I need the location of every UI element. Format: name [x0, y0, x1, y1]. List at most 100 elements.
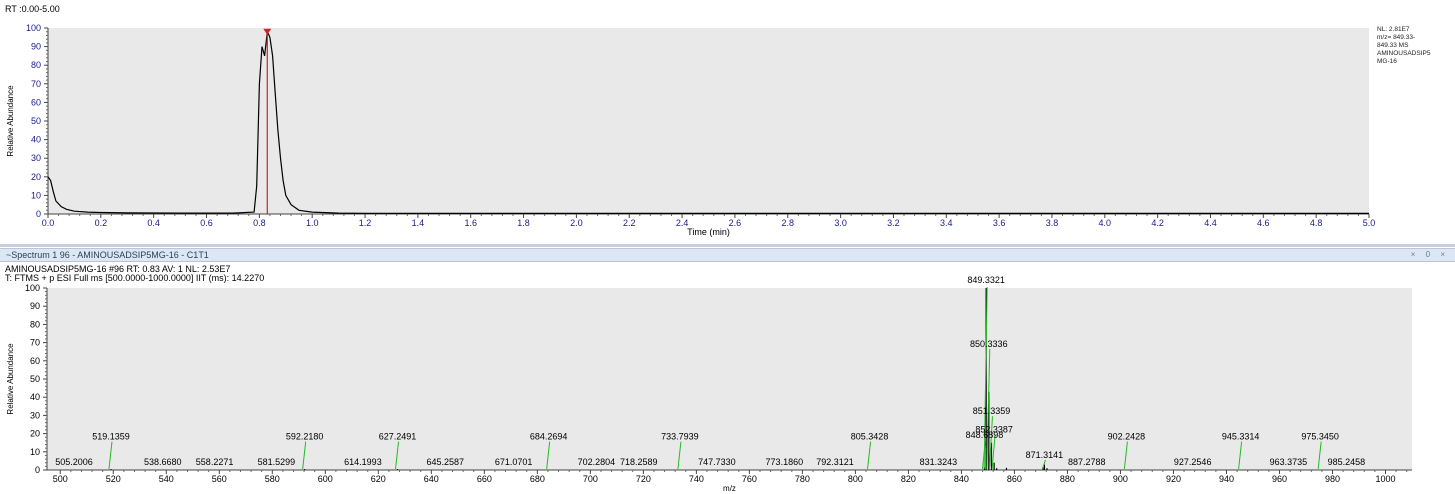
- peak-label: 963.3735: [1270, 457, 1308, 467]
- x-tick-label: 3.2: [887, 218, 900, 228]
- peak-label: 871.3141: [1026, 450, 1064, 460]
- x-tick-label: 520: [106, 474, 121, 484]
- y-tick-label: 20: [31, 172, 41, 182]
- x-tick-label: 580: [265, 474, 280, 484]
- peak-label: 519.1359: [92, 432, 130, 442]
- y-tick-label: 0: [36, 209, 41, 219]
- info-line: MG-16: [1377, 58, 1397, 65]
- peak-label: 850.3336: [970, 339, 1008, 349]
- x-tick-label: 840: [954, 474, 969, 484]
- x-tick-label: 980: [1325, 474, 1340, 484]
- peak-label-leader: [1317, 441, 1322, 470]
- y-tick-label: 80: [30, 319, 40, 329]
- peak-label-leader: [395, 441, 400, 470]
- x-tick-label: 640: [424, 474, 439, 484]
- peak-label-leader: [986, 348, 991, 470]
- peak-label: 852.3387: [975, 424, 1013, 434]
- peak-label: 505.2006: [55, 457, 93, 467]
- peak-label: 927.2546: [1174, 457, 1212, 467]
- peak-label: 645.2587: [426, 457, 464, 467]
- x-tick-label: 660: [477, 474, 492, 484]
- peak-label: 558.2271: [196, 457, 234, 467]
- y-tick-label: 80: [31, 60, 41, 70]
- info-line: m/z= 849.33-: [1377, 34, 1416, 41]
- peak-label-leader: [108, 441, 113, 470]
- plot-area: [47, 288, 1412, 470]
- y-tick-label: 70: [30, 338, 40, 348]
- y-tick-label: 40: [31, 135, 41, 145]
- y-tick-label: 0: [35, 465, 40, 475]
- x-tick-label: 560: [212, 474, 227, 484]
- y-tick-label: 50: [30, 374, 40, 384]
- x-tick-label: 540: [159, 474, 174, 484]
- x-tick-label: 500: [53, 474, 68, 484]
- x-axis-title: m/z: [723, 484, 736, 493]
- chromatogram-range-label: RT :0.00-5.00: [5, 4, 60, 14]
- info-line: AMINOUSADSIP5: [1377, 50, 1431, 57]
- x-tick-label: 940: [1219, 474, 1234, 484]
- spectrum-panel-title: ~Spectrum 1 96 - AMINOUSADSIP5MG-16 - C1…: [6, 250, 209, 260]
- x-tick-label: 600: [318, 474, 333, 484]
- peak-label: 671.0701: [495, 457, 533, 467]
- x-tick-label: 4.4: [1204, 218, 1217, 228]
- y-tick-label: 60: [30, 356, 40, 366]
- x-axis-title: Time (min): [687, 227, 730, 237]
- x-tick-label: 1.6: [464, 218, 477, 228]
- y-tick-label: 60: [31, 97, 41, 107]
- peak-label: 975.3450: [1301, 432, 1339, 442]
- x-tick-label: 4.0: [1099, 218, 1112, 228]
- x-tick-label: 4.8: [1310, 218, 1323, 228]
- y-tick-label: 10: [31, 190, 41, 200]
- x-tick-label: 0.4: [147, 218, 160, 228]
- info-line: 849.33 MS: [1377, 42, 1409, 49]
- spectrum-panel-titlebar[interactable]: ~Spectrum 1 96 - AMINOUSADSIP5MG-16 - C1…: [0, 248, 1455, 262]
- y-axis-title: Relative Abundance: [6, 85, 15, 157]
- x-tick-label: 1000: [1375, 474, 1395, 484]
- peak-label: 792.3121: [816, 457, 854, 467]
- x-tick-label: 780: [795, 474, 810, 484]
- peak-label-leader: [1041, 459, 1046, 470]
- y-tick-label: 90: [31, 42, 41, 52]
- peak-label: 718.2589: [620, 457, 658, 467]
- peak-label: 887.2788: [1068, 457, 1106, 467]
- peak-label: 773.1860: [766, 457, 804, 467]
- plot-area: [48, 28, 1369, 214]
- peak-label: 733.7939: [661, 432, 699, 442]
- y-tick-label: 100: [25, 283, 40, 293]
- spectrum-scan-info: AMINOUSADSIP5MG-16 #96 RT: 0.83 AV: 1 NL…: [5, 264, 231, 274]
- x-tick-label: 2.8: [782, 218, 795, 228]
- x-tick-label: 0.6: [200, 218, 213, 228]
- x-tick-label: 1.2: [359, 218, 372, 228]
- x-tick-label: 2.4: [676, 218, 689, 228]
- chromatogram-chart: 0 10 20 30 40 50 60 70 80 90 100 0.0 0.2 0.4 0.6 0.8 1.0…: [6, 23, 1375, 237]
- x-tick-label: 740: [689, 474, 704, 484]
- chromatogram-trace: [47, 29, 1369, 214]
- peak-label: 805.3428: [851, 432, 889, 442]
- peak-label-leader: [677, 441, 682, 470]
- panel-window-controls[interactable]: × 0 ×: [1410, 250, 1449, 259]
- peak-label: 945.3314: [1222, 432, 1260, 442]
- x-tick-label: 4.6: [1257, 218, 1270, 228]
- peak-label: 684.2694: [530, 432, 568, 442]
- x-tick-label: 700: [583, 474, 598, 484]
- y-tick-label: 40: [30, 392, 40, 402]
- retention-time-marker-head: [263, 28, 272, 35]
- y-tick-label: 20: [30, 429, 40, 439]
- x-tick-label: 2.6: [729, 218, 742, 228]
- spectrum-filter-info: T: FTMS + p ESI Full ms [500.0000-1000.0…: [5, 273, 265, 283]
- peak-label: 985.2458: [1328, 457, 1366, 467]
- chromatogram-info-box: NL: 2.81E7 m/z= 849.33- 849.33 MS AMINOU…: [1377, 26, 1451, 66]
- x-tick-label: 860: [1007, 474, 1022, 484]
- x-tick-label: 3.0: [834, 218, 847, 228]
- peak-label-leader: [988, 416, 993, 470]
- x-tick-label: 900: [1113, 474, 1128, 484]
- x-tick-label: 760: [742, 474, 757, 484]
- y-tick-label: 10: [30, 447, 40, 457]
- x-tick-label: 2.2: [623, 218, 636, 228]
- x-tick-label: 3.4: [940, 218, 953, 228]
- x-tick-label: 920: [1166, 474, 1181, 484]
- peak-label: 848.6898: [966, 430, 1004, 440]
- x-tick-label: 0.2: [95, 218, 108, 228]
- panel-splitter[interactable]: [0, 244, 1455, 247]
- peak-label-leader: [1123, 441, 1128, 470]
